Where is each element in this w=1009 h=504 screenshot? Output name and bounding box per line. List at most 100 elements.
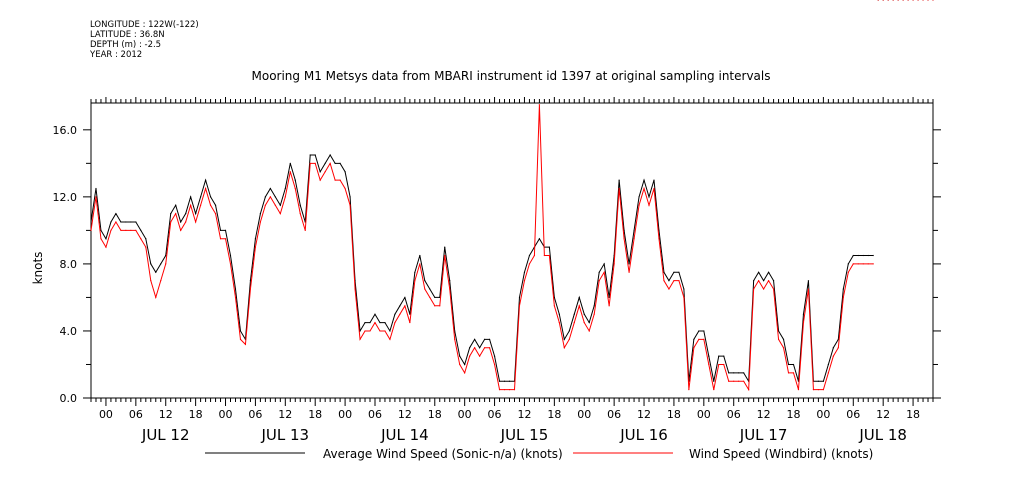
x-tick-label: 12	[517, 408, 531, 421]
data-point	[673, 280, 675, 282]
data-point	[638, 204, 640, 206]
data-point	[120, 221, 122, 223]
data-point	[115, 221, 117, 223]
data-point	[633, 238, 635, 240]
data-point	[558, 321, 560, 324]
data-point	[329, 162, 331, 164]
data-point	[852, 263, 854, 265]
data-point	[877, 0, 879, 1]
data-point	[508, 380, 511, 382]
series-0	[90, 0, 934, 383]
data-point	[274, 204, 276, 206]
x-tick-label: 00	[816, 408, 830, 421]
data-point	[703, 338, 705, 340]
data-point	[95, 196, 97, 198]
x-tick-label: 00	[338, 408, 352, 421]
data-point	[474, 347, 476, 349]
data-point	[150, 280, 152, 282]
data-point	[787, 372, 790, 374]
data-point	[479, 347, 481, 349]
data-point	[892, 0, 894, 1]
series-layer	[90, 0, 934, 392]
data-point	[339, 179, 341, 181]
data-point	[723, 355, 725, 357]
data-point	[130, 221, 132, 223]
data-point	[229, 263, 232, 265]
data-point	[309, 154, 311, 156]
data-point	[772, 280, 775, 282]
data-point	[314, 162, 316, 164]
x-tick-label: 12	[876, 408, 890, 421]
data-point	[419, 254, 421, 257]
data-point	[229, 254, 232, 257]
data-point	[832, 347, 834, 349]
data-point	[668, 288, 670, 290]
data-point	[503, 380, 506, 382]
data-point	[414, 271, 416, 273]
data-point	[663, 280, 665, 282]
data-point	[867, 254, 869, 257]
data-point	[708, 355, 710, 357]
data-point	[135, 229, 137, 231]
data-point	[847, 263, 849, 265]
data-point	[434, 296, 436, 299]
y-axis: 0.0 4.0 8.0 12.0 16.0	[53, 124, 941, 405]
x-tick-label: 00	[458, 408, 472, 421]
data-point	[419, 263, 421, 265]
data-point	[553, 305, 555, 307]
data-point	[508, 389, 511, 391]
data-point	[653, 187, 655, 190]
data-point	[663, 271, 665, 273]
data-point	[852, 254, 854, 257]
data-point	[857, 254, 859, 257]
data-point	[862, 263, 864, 265]
data-point	[792, 372, 795, 374]
data-point	[653, 179, 655, 181]
data-point	[274, 196, 276, 198]
data-point	[772, 288, 775, 290]
data-point	[424, 288, 426, 290]
data-point	[364, 321, 366, 324]
data-point	[533, 254, 536, 257]
data-point	[95, 187, 97, 190]
data-point	[488, 338, 491, 340]
data-point	[125, 221, 127, 223]
data-point	[324, 162, 326, 164]
data-point	[384, 330, 386, 332]
data-point	[269, 196, 271, 198]
x-tick-label: 00	[577, 408, 591, 421]
data-point	[404, 296, 406, 299]
data-point	[359, 338, 361, 340]
legend-label-windbird: Wind Speed (Windbird) (knots)	[689, 447, 873, 461]
data-point	[573, 321, 575, 324]
data-point	[264, 204, 266, 206]
data-point	[160, 280, 162, 282]
data-point	[558, 313, 560, 315]
data-point	[444, 246, 446, 248]
data-point	[389, 338, 391, 340]
data-point	[464, 372, 466, 374]
data-point	[633, 229, 635, 231]
data-point	[90, 221, 92, 223]
data-point	[264, 196, 266, 198]
data-point	[379, 330, 381, 332]
data-point	[354, 288, 356, 290]
data-point	[369, 321, 371, 324]
data-point	[259, 221, 261, 223]
data-point	[140, 238, 142, 240]
data-point	[693, 347, 695, 349]
latitude-label: LATITUDE : 36.8N	[90, 30, 165, 40]
data-point	[618, 187, 620, 190]
data-point	[498, 380, 501, 382]
data-point	[518, 305, 521, 307]
data-point	[165, 263, 167, 265]
x-tick-label: 00	[219, 408, 233, 421]
data-point	[763, 280, 765, 282]
x-tick-label: 06	[846, 408, 860, 421]
data-point	[812, 389, 815, 391]
data-point	[827, 372, 829, 374]
x-tick-label: 12	[398, 408, 412, 421]
data-point	[140, 229, 142, 231]
data-point	[683, 288, 685, 290]
x-tick-label: 18	[428, 408, 442, 421]
